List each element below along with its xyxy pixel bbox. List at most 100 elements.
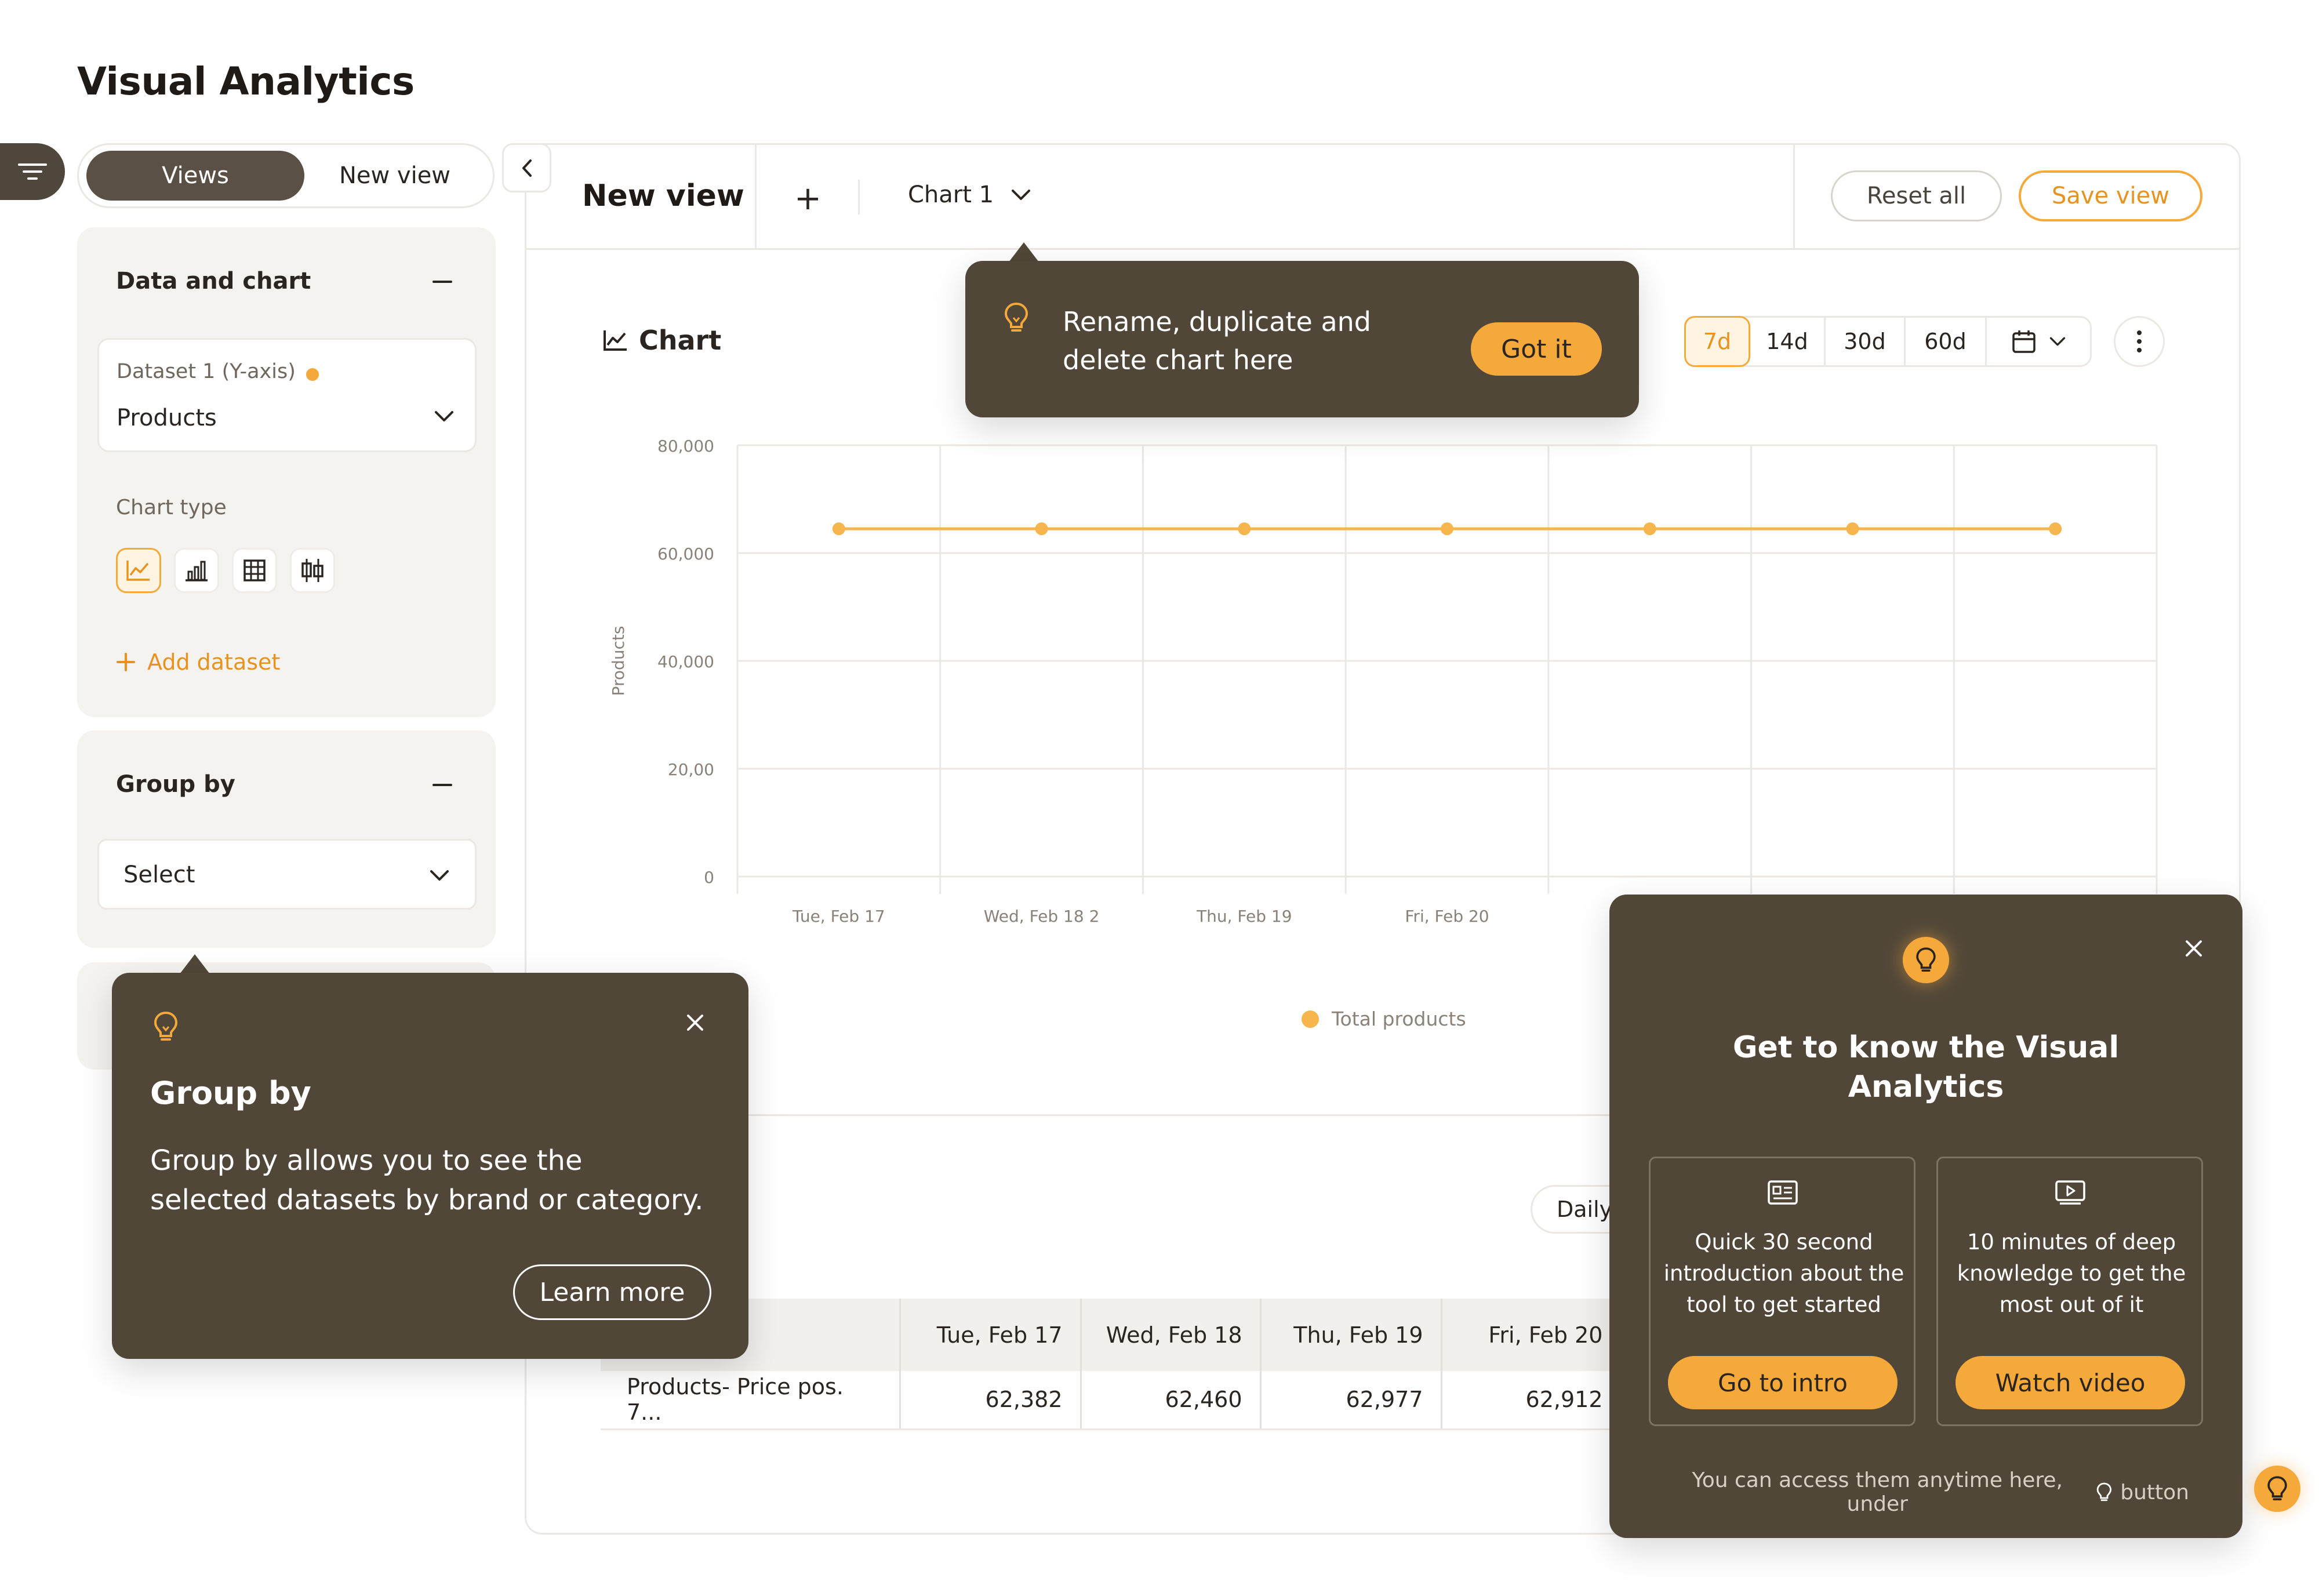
lightbulb-icon (2267, 1476, 2287, 1501)
table-cell: 62,460 (1081, 1371, 1262, 1430)
divider (755, 145, 757, 248)
chevron-down-icon (1012, 190, 1031, 200)
x-tick-label: Fri, Feb 20 (1405, 907, 1489, 926)
collapse-minus-icon[interactable] (432, 281, 452, 283)
date-range-group: 7d 14d 30d 60d (1684, 316, 2092, 367)
chevron-left-icon (522, 159, 532, 177)
go-to-intro-button[interactable]: Go to intro (1668, 1356, 1898, 1409)
chart-type-line-button[interactable] (116, 548, 161, 593)
data-table: Tue, Feb 17 Wed, Feb 18 Thu, Feb 19 Fri,… (601, 1299, 1622, 1430)
range-14d[interactable]: 14d (1750, 318, 1826, 365)
tooltip-text: Rename, duplicate and (1063, 306, 1371, 337)
table-icon (243, 559, 266, 581)
line-chart-icon (604, 330, 627, 351)
y-tick-label: 60,000 (657, 544, 714, 563)
tooltip-arrow (180, 954, 210, 974)
save-view-button[interactable]: Save view (2019, 170, 2202, 221)
panel-header: Group by (116, 771, 235, 798)
onboarding-title: Get to know the Visual Analytics (1732, 1030, 2120, 1104)
new-view-tab[interactable]: New view (339, 162, 451, 189)
more-options-button[interactable] (2114, 316, 2165, 367)
chart-type-bar-button[interactable] (174, 548, 219, 593)
article-icon (1768, 1180, 1798, 1205)
table-cell: 62,977 (1260, 1371, 1442, 1430)
dataset-select[interactable]: Dataset 1 (Y-axis) Products (97, 338, 477, 452)
divider (858, 180, 860, 215)
card-description: Quick 30 second introduction about the t… (1663, 1230, 1904, 1317)
calendar-icon (2012, 330, 2036, 353)
onboarding-footer: You can access them anytime here, under … (1667, 1468, 2189, 1516)
date-picker-button[interactable] (1987, 318, 2090, 365)
footer-text: button (2120, 1480, 2189, 1504)
tooltip-arrow (1009, 242, 1039, 262)
chart-heading: Chart (603, 325, 721, 356)
tooltip-body: Group by allows you to see the selected … (150, 1144, 704, 1216)
table-cell: Products- Price pos. 7... (601, 1371, 901, 1430)
close-icon[interactable] (2183, 938, 2204, 959)
watch-video-button[interactable]: Watch video (1955, 1356, 2185, 1409)
more-vertical-icon (2137, 330, 2142, 352)
y-tick-label: 20,00 (668, 760, 714, 779)
range-60d[interactable]: 60d (1906, 318, 1987, 365)
chart-tab[interactable]: Chart 1 (908, 181, 1031, 208)
data-point (1643, 522, 1656, 536)
divider (1793, 145, 1795, 248)
chart-type-candlestick-button[interactable] (290, 548, 335, 593)
help-lightbulb-button[interactable] (2254, 1466, 2300, 1512)
views-tab[interactable]: Views (86, 151, 304, 201)
data-point (1441, 522, 1453, 536)
chart-tab-label: Chart 1 (908, 181, 994, 208)
data-point (832, 522, 845, 536)
add-dataset-button[interactable]: Add dataset (116, 649, 280, 675)
chart-type-table-button[interactable] (232, 548, 277, 593)
lightbulb-icon (154, 1011, 178, 1041)
intro-card: Quick 30 second introduction about the t… (1649, 1157, 1915, 1426)
filter-toggle-button[interactable] (0, 143, 65, 200)
divider (525, 248, 2241, 250)
y-tick-label: 40,000 (657, 652, 714, 671)
range-30d[interactable]: 30d (1826, 318, 1906, 365)
data-point (1035, 522, 1048, 536)
chart-legend: Total products (1302, 1008, 1466, 1030)
chevron-down-icon (435, 411, 453, 421)
got-it-button[interactable]: Got it (1471, 322, 1602, 376)
dataset-value: Products (117, 405, 217, 431)
lightbulb-icon (1004, 302, 1028, 332)
x-tick-label: Tue, Feb 17 (792, 907, 885, 926)
panel-header: Data and chart (116, 268, 311, 295)
close-icon[interactable] (685, 1012, 706, 1033)
table-cell: 62,912 (1441, 1371, 1622, 1430)
chart-heading-label: Chart (639, 325, 722, 356)
footer-text: You can access them anytime here, under (1692, 1468, 2063, 1516)
line-chart: 0 20,00 40,000 60,000 80,000 Tue, Feb 17 Wed, … (609, 437, 2158, 926)
reset-all-button[interactable]: Reset all (1831, 170, 2002, 221)
x-tick-label: Wed, Feb 18 2 (984, 907, 1100, 926)
views-toggle: Views New view (77, 143, 495, 208)
x-tick-label: Thu, Feb 19 (1196, 907, 1292, 926)
add-dataset-label: Add dataset (147, 649, 281, 675)
video-card: 10 minutes of deep knowledge to get the … (1936, 1157, 2203, 1426)
group-by-tooltip: Group by Group by allows you to see the … (112, 973, 748, 1359)
table-header-cell: Tue, Feb 17 (900, 1299, 1082, 1371)
y-axis-label: Products (609, 626, 628, 696)
table-row: Products- Price pos. 7... 62,382 62,460 … (601, 1371, 1622, 1430)
table-header-cell: Wed, Feb 18 (1081, 1299, 1262, 1371)
table-header-row: Tue, Feb 17 Wed, Feb 18 Thu, Feb 19 Fri,… (601, 1299, 1622, 1371)
chart-tooltip: Rename, duplicate and delete chart here … (965, 261, 1639, 417)
lightbulb-icon (1916, 947, 1936, 972)
tooltip-title: Group by (150, 1075, 311, 1111)
range-7d[interactable]: 7d (1684, 316, 1750, 367)
card-description: 10 minutes of deep knowledge to get the … (1957, 1230, 2186, 1317)
y-tick-label: 80,000 (657, 437, 714, 456)
collapse-minus-icon[interactable] (432, 784, 452, 786)
collapse-sidebar-button[interactable] (502, 143, 551, 192)
group-by-select[interactable]: Select (97, 839, 477, 910)
page-title: Visual Analytics (77, 59, 415, 104)
learn-more-button[interactable]: Learn more (513, 1264, 711, 1320)
lightbulb-badge (1903, 937, 1949, 983)
y-tick-label: 0 (704, 868, 714, 887)
add-chart-button[interactable]: + (794, 180, 822, 217)
table-header-cell: Thu, Feb 19 (1260, 1299, 1442, 1371)
chevron-down-icon (2049, 337, 2066, 346)
dataset-label: Dataset 1 (Y-axis) (117, 360, 296, 383)
